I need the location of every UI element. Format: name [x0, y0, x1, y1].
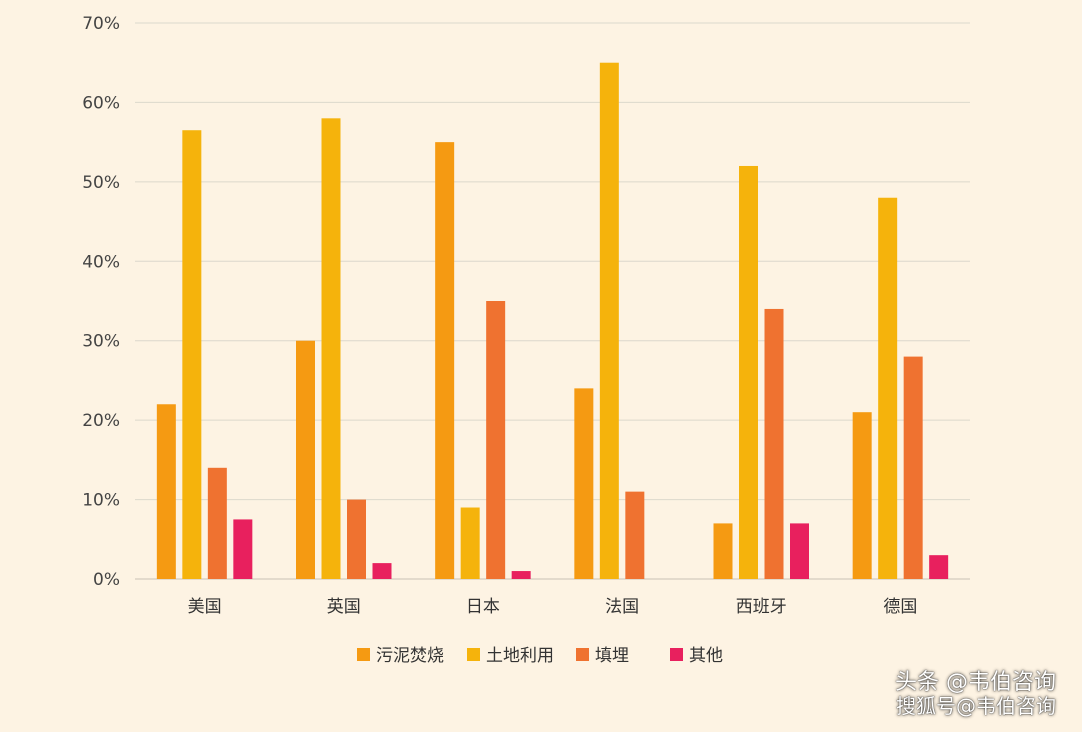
bar	[599, 62, 619, 579]
bar	[903, 356, 923, 579]
bar	[233, 519, 253, 579]
x-tick-label: 西班牙	[736, 597, 787, 617]
bar	[511, 571, 531, 579]
bar	[156, 404, 176, 579]
x-tick-label: 日本	[466, 597, 500, 617]
gridlines	[135, 22, 970, 580]
bar	[574, 388, 594, 579]
bar	[182, 130, 202, 579]
bar	[207, 467, 227, 579]
x-tick-label: 德国	[883, 597, 917, 617]
y-tick-label: 60%	[82, 93, 120, 113]
bar	[878, 197, 898, 579]
bar	[296, 340, 315, 579]
y-tick-label: 10%	[82, 491, 120, 511]
legend-swatch	[467, 648, 480, 661]
x-tick-label: 美国	[188, 597, 222, 617]
bar	[372, 563, 392, 579]
legend-label: 其他	[689, 646, 723, 666]
watermark: 头条 @韦伯咨询 搜狐号@韦伯咨询	[895, 670, 1056, 718]
y-tick-label: 20%	[82, 411, 120, 431]
y-tick-label: 50%	[82, 173, 120, 193]
y-tick-label: 0%	[93, 570, 120, 590]
bar	[852, 412, 872, 579]
x-tick-label: 英国	[327, 597, 361, 617]
bar	[739, 165, 758, 579]
bar	[460, 507, 480, 579]
legend-swatch	[357, 648, 370, 661]
y-tick-label: 30%	[82, 332, 120, 352]
bar	[929, 555, 949, 579]
x-tick-label: 法国	[605, 597, 639, 617]
legend-label: 填埋	[595, 646, 629, 666]
x-axis-ticks: 美国 英国 日本 法国 西班牙 德国	[188, 597, 918, 617]
bar	[321, 118, 341, 580]
watermark-line-2: 搜狐号@韦伯咨询	[896, 694, 1056, 718]
y-tick-label: 40%	[82, 252, 120, 272]
y-tick-label: 70%	[82, 14, 120, 34]
bars	[156, 62, 949, 580]
watermark-line-1: 头条 @韦伯咨询	[895, 669, 1056, 695]
legend-label: 土地利用	[486, 646, 554, 666]
bar	[625, 491, 645, 579]
legend-swatch	[576, 648, 589, 661]
legend-label: 污泥焚烧	[376, 646, 444, 666]
bar	[435, 142, 455, 579]
bar	[790, 523, 809, 579]
bar	[347, 499, 366, 579]
legend: 污泥焚烧 土地利用 填埋 其他	[357, 646, 723, 666]
legend-swatch	[670, 648, 683, 661]
y-axis-ticks: 0% 10% 20% 30% 40% 50% 60% 70%	[82, 14, 120, 590]
bar	[764, 308, 784, 579]
bar	[486, 301, 506, 579]
bar	[713, 523, 733, 579]
